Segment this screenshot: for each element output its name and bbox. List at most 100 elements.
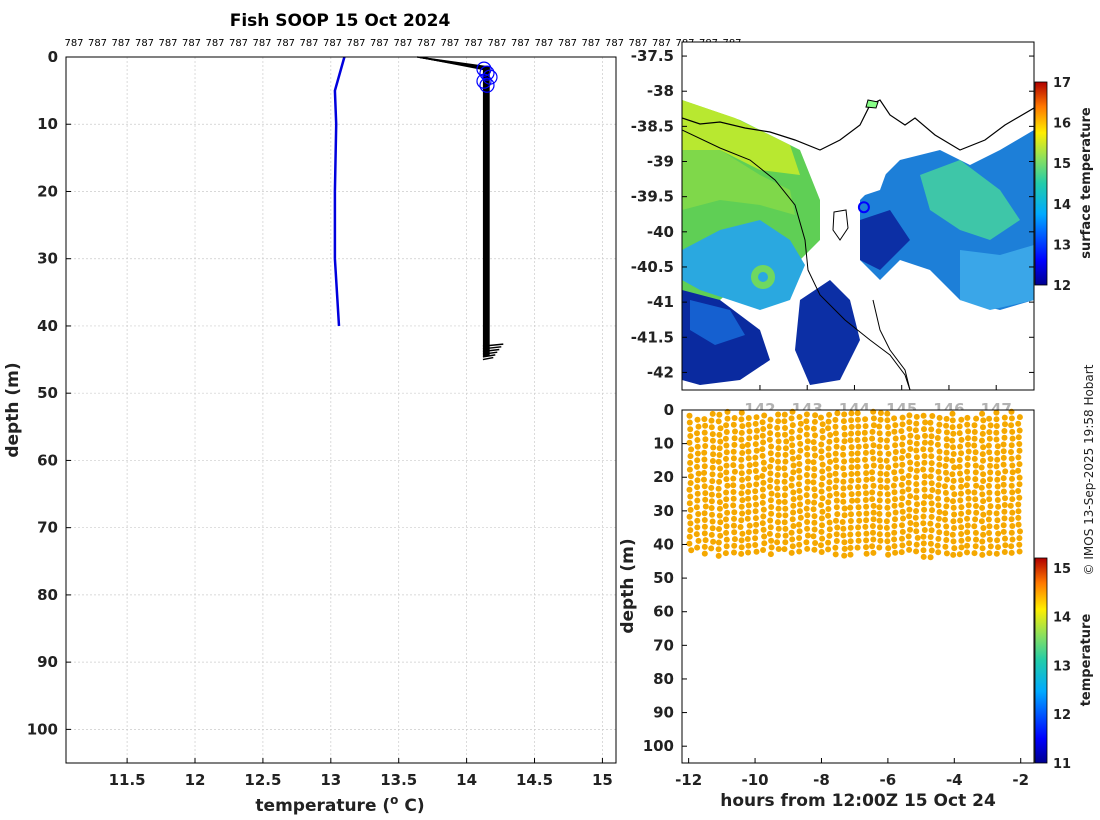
- section-point: [980, 417, 987, 424]
- section-point: [782, 539, 789, 546]
- section-point: [935, 495, 942, 502]
- section-point: [1016, 481, 1023, 488]
- section-point: [739, 443, 746, 450]
- section-point: [825, 512, 832, 519]
- section-point: [847, 538, 854, 545]
- section-point: [818, 454, 825, 461]
- section-point: [964, 455, 971, 462]
- section-colorbar-tick: 13: [1053, 659, 1071, 674]
- section-point: [702, 443, 709, 449]
- section-point: [840, 525, 847, 532]
- profile-id-label: 787: [323, 38, 342, 49]
- section-point: [708, 491, 715, 498]
- section-point: [796, 474, 803, 481]
- section-point: [854, 544, 861, 551]
- section-point: [731, 415, 738, 421]
- section-point: [935, 428, 942, 435]
- section-point: [863, 470, 870, 477]
- section-point: [781, 411, 788, 418]
- section-point: [863, 510, 870, 517]
- section-point: [796, 494, 803, 501]
- section-point: [782, 472, 789, 479]
- section-point: [936, 414, 943, 421]
- section-point: [732, 428, 738, 435]
- section-point: [950, 430, 957, 437]
- section-point: [980, 444, 987, 451]
- section-point: [905, 452, 912, 459]
- section-point: [745, 542, 752, 549]
- section-point: [884, 504, 891, 511]
- section-point: [782, 445, 789, 452]
- section-point: [863, 550, 870, 557]
- section-point: [905, 499, 912, 506]
- section-point: [731, 515, 737, 522]
- map-ytick-label: -41.5: [631, 328, 674, 346]
- section-point: [768, 544, 775, 551]
- section-point: [841, 471, 848, 478]
- section-point: [913, 420, 920, 427]
- section-point: [1001, 428, 1008, 434]
- section-point: [739, 423, 746, 430]
- profile-ytick-label: 10: [37, 115, 58, 133]
- section-colorbar-tick: 11: [1053, 757, 1071, 772]
- section-point: [686, 439, 693, 446]
- section-point: [810, 506, 817, 513]
- section-point: [796, 461, 803, 467]
- section-point: [980, 424, 986, 431]
- section-point: [760, 506, 767, 513]
- section-point: [710, 444, 717, 451]
- section-point: [812, 452, 818, 459]
- section-point: [686, 412, 693, 419]
- section-point: [863, 503, 870, 510]
- section-point: [840, 492, 847, 499]
- section-point: [986, 482, 992, 489]
- section-point: [956, 423, 963, 430]
- section-point: [841, 505, 848, 512]
- section-point: [848, 423, 855, 430]
- map-latitude-ticks: -37.5 -38 -38.5 -39 -39.5 -40 -40.5 -41 -41.5 -42: [631, 47, 1034, 381]
- section-point: [883, 471, 890, 478]
- section-point: [883, 444, 890, 451]
- section-point: [716, 452, 723, 458]
- section-point: [899, 495, 906, 502]
- section-point: [840, 485, 847, 492]
- section-point: [978, 484, 985, 491]
- map-east-warm-patch: [920, 160, 1020, 240]
- section-point: [832, 551, 839, 558]
- section-point: [826, 532, 833, 539]
- section-point: [987, 476, 993, 483]
- section-point: [914, 461, 921, 467]
- section-point: [738, 470, 745, 477]
- section-point: [927, 419, 934, 426]
- section-point: [760, 439, 767, 446]
- section-point: [913, 494, 920, 501]
- section-point: [979, 545, 986, 552]
- section-point: [797, 514, 804, 521]
- section-point: [811, 526, 818, 533]
- section-point: [920, 466, 927, 473]
- section-point: [936, 421, 943, 428]
- section-point: [958, 450, 965, 457]
- section-point: [899, 488, 906, 495]
- section-point: [1008, 455, 1015, 462]
- section-point: [986, 496, 993, 503]
- section-point: [1008, 449, 1014, 455]
- section-point: [958, 531, 965, 537]
- section-point: [839, 519, 846, 525]
- section-point: [907, 466, 914, 473]
- section-point: [1000, 441, 1007, 448]
- section-point: [848, 457, 855, 464]
- section-point: [694, 524, 701, 531]
- section-point: [899, 434, 906, 441]
- section-point: [870, 516, 877, 523]
- section-point: [833, 504, 840, 511]
- section-point: [979, 538, 986, 545]
- section-point: [774, 492, 781, 499]
- section-point: [781, 492, 788, 499]
- section-point: [722, 503, 729, 509]
- section-point: [854, 437, 861, 443]
- section-point: [949, 484, 956, 491]
- section-xtick-label: -6: [880, 771, 897, 789]
- section-point: [979, 437, 985, 444]
- section-point: [936, 461, 943, 468]
